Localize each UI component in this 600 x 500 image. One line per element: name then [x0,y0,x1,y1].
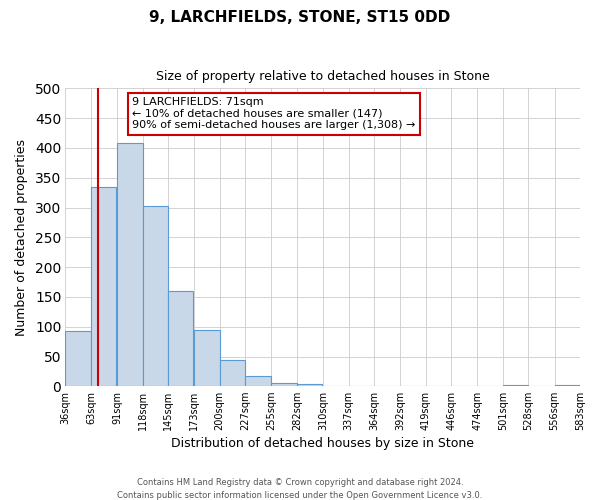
Y-axis label: Number of detached properties: Number of detached properties [15,139,28,336]
X-axis label: Distribution of detached houses by size in Stone: Distribution of detached houses by size … [171,437,474,450]
Bar [194,330,220,386]
Bar [245,376,271,386]
Text: Contains HM Land Registry data © Crown copyright and database right 2024.
Contai: Contains HM Land Registry data © Crown c… [118,478,482,500]
Title: Size of property relative to detached houses in Stone: Size of property relative to detached ho… [156,70,490,83]
Bar [554,385,580,386]
Text: 9, LARCHFIELDS, STONE, ST15 0DD: 9, LARCHFIELDS, STONE, ST15 0DD [149,10,451,25]
Text: 9 LARCHFIELDS: 71sqm
← 10% of detached houses are smaller (147)
90% of semi-deta: 9 LARCHFIELDS: 71sqm ← 10% of detached h… [133,98,416,130]
Bar [168,291,193,386]
Bar [91,186,116,386]
Bar [297,384,322,386]
Bar [143,206,168,386]
Bar [220,360,245,386]
Bar [271,384,297,386]
Bar [65,331,91,386]
Bar [117,143,143,386]
Bar [503,384,528,386]
